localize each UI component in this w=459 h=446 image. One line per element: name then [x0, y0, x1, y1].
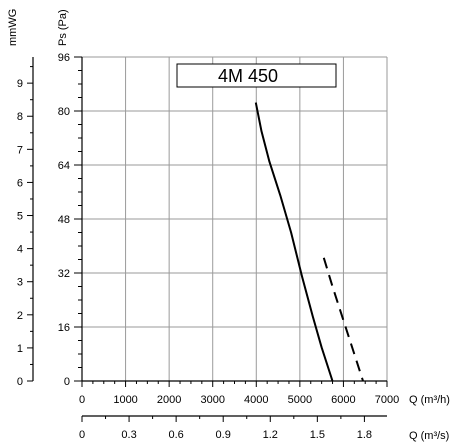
secondary-x-tick-label: 1.5 — [310, 429, 325, 441]
y-tick-label: 32 — [58, 268, 70, 280]
x-tick-label: 7000 — [375, 394, 399, 406]
x-tick-label: 3000 — [200, 394, 224, 406]
fan-curve-dashed — [322, 257, 364, 382]
chart-title-box: 4M 450 — [176, 63, 337, 88]
secondary-y-tick-label: 7 — [17, 144, 23, 156]
y-tick-label: 0 — [64, 376, 70, 388]
x-tick-label: 0 — [79, 394, 85, 406]
primary-x-axis-title: Q (m³/h) — [409, 394, 450, 406]
secondary-x-tick-label: 0.6 — [168, 429, 183, 441]
y-tick-label: 16 — [58, 322, 70, 334]
y-tick-label: 80 — [58, 106, 70, 118]
chart-title: 4M 450 — [218, 66, 278, 86]
secondary-x-tick-label: 0.9 — [216, 429, 231, 441]
secondary-y-tick-label: 8 — [17, 111, 23, 123]
axes: mmWG Ps (Pa) Q (m³/h) Q (m³/s) 016324864… — [7, 9, 450, 442]
x-tick-label: 2000 — [157, 394, 181, 406]
y-tick-label: 96 — [58, 52, 70, 64]
secondary-x-axis-title: Q (m³/s) — [409, 430, 449, 442]
y-tick-label: 64 — [58, 160, 70, 172]
primary-y-axis-title: Ps (Pa) — [57, 9, 69, 46]
secondary-y-tick-label: 1 — [17, 343, 23, 355]
secondary-y-axis-title: mmWG — [7, 9, 19, 46]
secondary-y-tick-label: 6 — [17, 177, 23, 189]
secondary-x-tick-label: 1.2 — [263, 429, 278, 441]
fan-curve-solid — [254, 102, 334, 382]
x-tick-label: 6000 — [331, 394, 355, 406]
secondary-y-tick-label: 3 — [17, 277, 23, 289]
secondary-y-tick-label: 4 — [17, 244, 23, 256]
secondary-x-tick-label: 0.3 — [121, 429, 136, 441]
x-tick-label: 5000 — [288, 394, 312, 406]
x-tick-label: 4000 — [244, 394, 268, 406]
secondary-y-tick-label: 5 — [17, 211, 23, 223]
secondary-y-tick-label: 0 — [17, 376, 23, 388]
secondary-x-tick-label: 1.8 — [357, 429, 372, 441]
x-tick-label: 1000 — [113, 394, 137, 406]
secondary-y-tick-label: 9 — [17, 78, 23, 90]
secondary-y-tick-label: 2 — [17, 310, 23, 322]
grid — [82, 56, 388, 381]
y-tick-label: 48 — [58, 214, 70, 226]
chart-title-frame — [176, 63, 337, 88]
secondary-x-tick-label: 0 — [79, 429, 85, 441]
series — [254, 102, 364, 382]
